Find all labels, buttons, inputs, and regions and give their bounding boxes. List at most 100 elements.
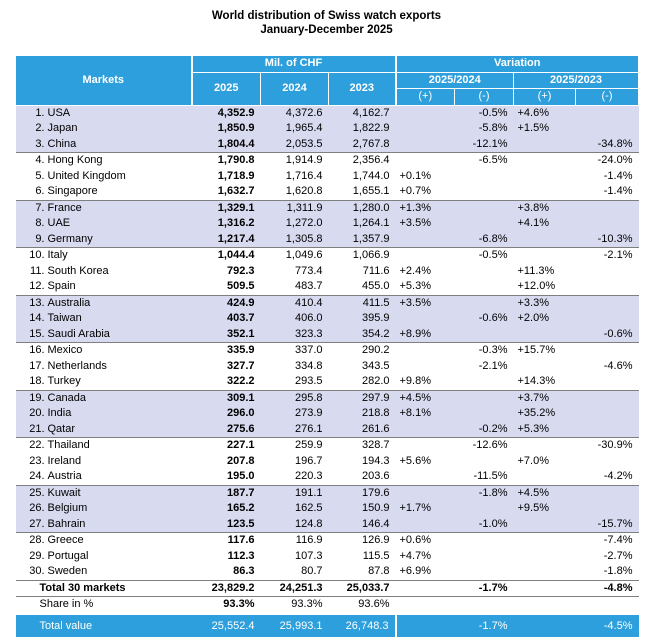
var-2025-2024-minus	[454, 532, 514, 549]
market-name: Greece	[47, 534, 84, 546]
market-cell: 5. United Kingdom	[16, 169, 192, 185]
var-2025-2024-minus: -0.6%	[454, 311, 514, 327]
var-2025-2023-plus	[513, 516, 576, 533]
market-cell: 1. USA	[15, 104, 192, 121]
rank-number: 3.	[35, 137, 45, 150]
var-2025-2024-plus	[395, 247, 455, 264]
market-name: China	[47, 137, 77, 150]
var-2025-2023-minus: -4.6%	[603, 359, 633, 372]
var-2025-2023-plus: +3.8%	[513, 199, 576, 216]
header-row-2: 2025 2024 2023 2025/2024 2025/2023	[16, 71, 639, 106]
value-2024: 220.3	[294, 470, 323, 482]
var-2025-2023-minus	[575, 421, 639, 438]
var-2025-2024-minus	[455, 264, 514, 280]
var-2025-2023-minus	[575, 121, 639, 137]
totals: Total 30 markets 23,829.2 24,251.3 25,03…	[15, 579, 639, 637]
rank-number: 9.	[35, 232, 45, 245]
market-name: Thailand	[47, 439, 90, 451]
var-2025-2023-minus	[576, 454, 639, 470]
market-cell: 13. Australia	[15, 294, 192, 311]
table-row: 6. Singapore 1,632.7 1,620.8 1,655.1 +0.7% -1.…	[16, 184, 639, 200]
rank-number: 5.	[35, 169, 45, 182]
table-row: 21. Qatar 275.6 276.1 261.6 -0.2% +5.3%	[15, 421, 639, 438]
mil-chf-header: Mil. of CHF	[191, 55, 397, 73]
rank-number: 30.	[29, 565, 45, 577]
var-2025-2024-minus: -6.5%	[454, 152, 514, 169]
value-2024: 116.9	[260, 532, 329, 549]
market-cell: 2. Japan	[15, 121, 192, 137]
value-2023: 455.0	[361, 280, 390, 292]
value-2025: 792.3	[226, 264, 255, 277]
var-2025-2024-minus	[455, 564, 514, 580]
value-2024: 1,914.9	[260, 152, 329, 169]
market-name: South Korea	[47, 264, 109, 277]
var-2025-2024-plus	[395, 136, 455, 153]
value-2023: 411.5	[328, 294, 396, 311]
value-2023: 115.5	[362, 549, 390, 562]
value-2023: 218.8	[328, 406, 396, 422]
value-2024: 273.9	[260, 406, 329, 422]
table-row: 30. Sweden 86.3 80.7 87.8 +6.9% -1.8%	[16, 564, 639, 580]
value-2023: 290.2	[328, 342, 396, 359]
var-2025-2023-minus: -2.7%	[603, 549, 633, 562]
rank-number: 25.	[29, 486, 45, 499]
table-row: 10. Italy 1,044.4 1,049.6 1,066.9 -0.5% -2.1%	[15, 247, 639, 264]
minus-header: (-)	[575, 88, 639, 106]
rank-number: 27.	[29, 517, 45, 530]
table-row: 12. Spain 509.5 483.7 455.0 +5.3% +12.0%	[16, 279, 639, 295]
market-cell: 10. Italy	[15, 247, 192, 264]
value-2023: 297.9	[328, 389, 396, 406]
value-2024: 1,311.9	[260, 199, 329, 216]
market-name: Turkey	[47, 375, 81, 387]
var-2025-2024-minus	[454, 216, 514, 232]
value-2025: 1,804.4	[191, 136, 261, 153]
value-2025: 403.7	[191, 311, 261, 327]
var-2025-2023-plus: +9.5%	[513, 501, 576, 517]
value-2024: 191.1	[260, 484, 329, 501]
value-2024: 1,305.8	[260, 231, 329, 248]
var-2025-2024-plus	[395, 231, 455, 248]
market-name: Hong Kong	[47, 154, 103, 166]
var-2025-2023-plus	[513, 247, 576, 264]
rank-number: 12.	[29, 280, 45, 292]
market-name: Japan	[47, 122, 78, 134]
var-2025-2024-minus: -1.0%	[454, 516, 514, 533]
value-2024: 295.8	[260, 389, 329, 406]
rank-number: 4.	[35, 154, 45, 166]
market-cell: 26. Belgium	[15, 501, 192, 517]
rank-number: 22.	[29, 439, 45, 451]
var-2025-2023-plus	[514, 169, 576, 185]
market-cell: 21. Qatar	[15, 421, 192, 438]
value-2023: 2,767.8	[328, 136, 396, 153]
share-2023: 93.6%	[358, 598, 390, 610]
table-row: 9. Germany 1,217.4 1,305.8 1,357.9 -6.8% -10.3…	[15, 231, 639, 248]
value-2025: 1,632.7	[217, 185, 255, 197]
var-2025-2023-plus	[513, 437, 576, 454]
rank-number: 2.	[35, 122, 45, 134]
market-cell: 12. Spain	[16, 279, 192, 295]
value-2023: 87.8	[368, 565, 390, 577]
var-2025-2023-plus	[514, 469, 576, 485]
rank-number: 8.	[35, 217, 45, 229]
value-2024: 1,965.4	[260, 121, 329, 137]
var-2025-2024-minus	[455, 549, 514, 565]
var-2025-2024-minus: -0.2%	[454, 421, 514, 438]
market-name: Spain	[47, 280, 76, 292]
market-cell: 18. Turkey	[16, 374, 192, 390]
market-rows: 1. USA 4,352.9 4,372.6 4,162.7 -0.5% +4.6% 2. Ja…	[15, 104, 639, 580]
share-label: Share in %	[39, 598, 94, 610]
var-2025-2024-minus	[455, 279, 514, 295]
var-2025-2024-plus: +9.8%	[399, 375, 432, 387]
market-name: Netherlands	[47, 359, 107, 372]
market-name: Taiwan	[47, 312, 82, 324]
var-2025-2023-plus	[513, 231, 576, 248]
value-2024: 107.3	[294, 549, 323, 562]
value-2025: 1,850.9	[191, 121, 261, 137]
value-2025: 322.2	[226, 375, 255, 387]
var-2025-2024-plus: +0.7%	[399, 185, 432, 197]
var-2025-2024-minus	[455, 374, 514, 390]
var-2025-2024-minus	[454, 199, 514, 216]
value-2025: 4,352.9	[191, 104, 261, 121]
market-cell: 24. Austria	[16, 469, 192, 485]
total-value-2025: 25,552.4	[191, 612, 261, 637]
